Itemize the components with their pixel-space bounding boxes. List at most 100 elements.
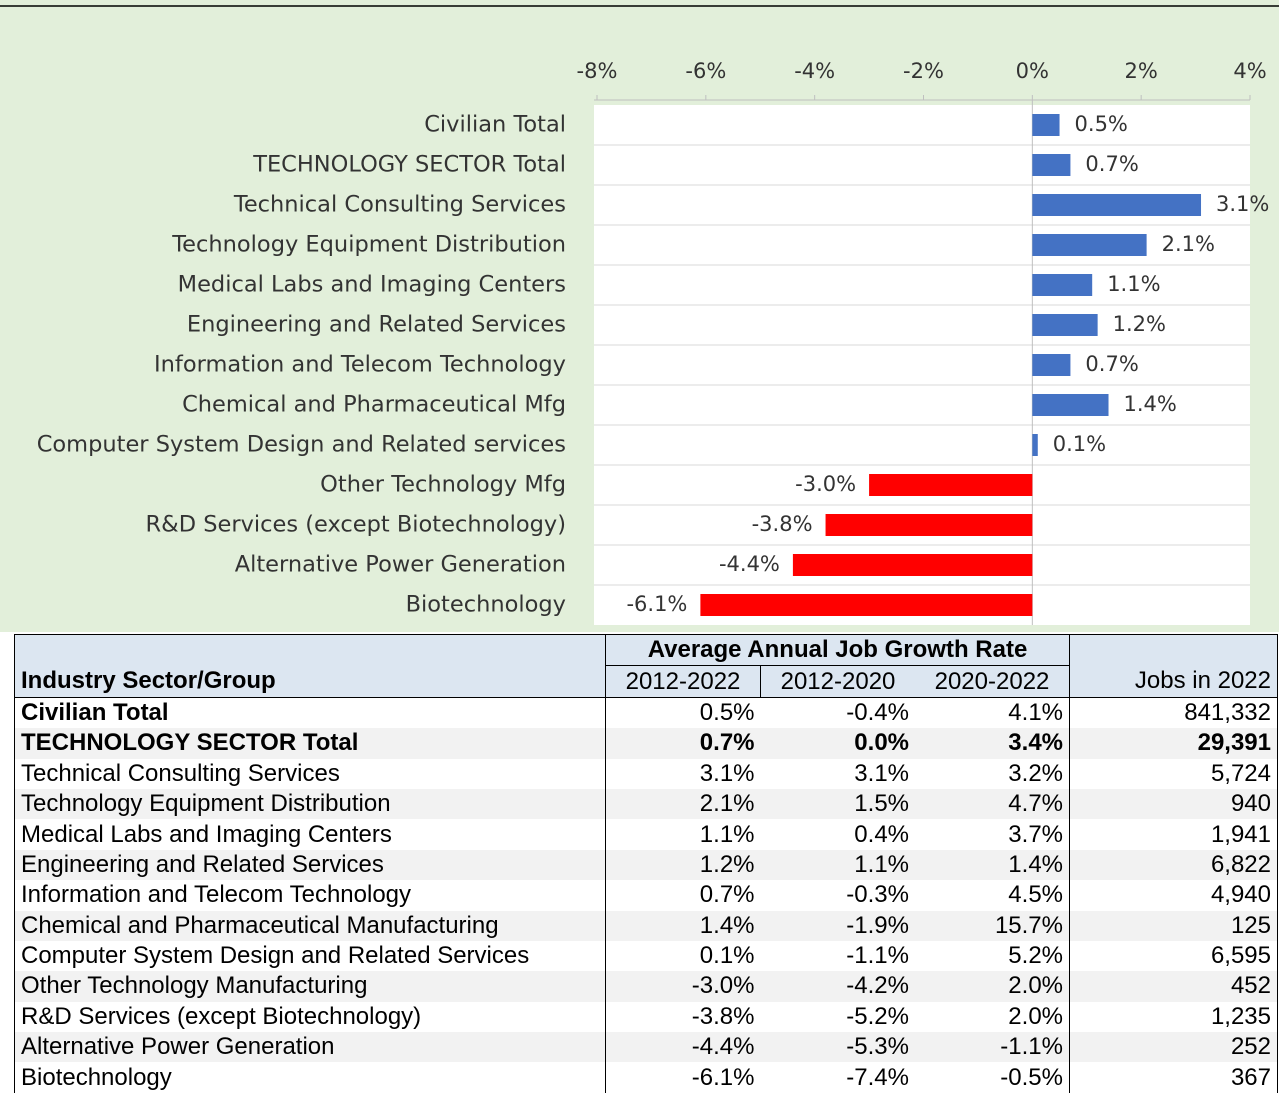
table-cell: 5.2% [1008,942,1063,970]
row-label: TECHNOLOGY SECTOR Total [14,728,606,759]
value-label: -3.0% [795,472,856,496]
row-label: Chemical and Pharmaceutical Manufacturin… [14,910,606,941]
table-cell: -7.4% [846,1063,909,1091]
table-cell: 0.7% [605,728,761,759]
table-cell: 6,822 [1069,849,1278,881]
category-label: Computer System Design and Related servi… [37,432,566,458]
data-table: Average Annual Job Growth Rate Industry … [14,633,1278,1093]
table-cell: 5,724 [1069,758,1278,789]
table-cell: 4,940 [1069,880,1278,911]
value-label: -4.4% [719,552,780,576]
category-label: Biotechnology [406,592,566,618]
category-label: Chemical and Pharmaceutical Mfg [182,392,566,418]
column-header: 2020-2022 [915,665,1070,698]
value-label: -3.8% [752,512,813,536]
table-cell: -4.4% [605,1032,761,1063]
table-cell: 1.1% [760,849,915,881]
table-cell: 0.7% [605,880,761,911]
row-label: Alternative Power Generation [14,1032,606,1063]
bar [1032,114,1060,136]
category-label: Technical Consulting Services [233,192,566,218]
table-cell: -0.5% [1000,1063,1063,1091]
table-row: Computer System Design and Related Servi… [14,940,1278,972]
row-label: Engineering and Related Services [14,849,606,881]
bar [1032,194,1202,216]
table-cell: 1.4% [605,910,761,941]
value-label: 1.2% [1113,312,1166,336]
chart: -8% -6% -4% -2% 0% 2% 4% Civilian Total 0.5% TECH… [0,0,1279,632]
table-body: Civilian Total 0.5% -0.4% 4.1% 841,332 TECHNO… [14,697,1278,1093]
table-cell: 452 [1069,971,1278,1002]
table-cell: -5.3% [760,1032,915,1063]
row-label: Information and Telecom Technology [14,880,606,911]
column-header: Industry Sector/Group [14,665,606,698]
x-tick-label: -8% [577,59,618,83]
table-cell: 940 [1069,788,1278,820]
header-row: Industry Sector/Group 2012-2022 2012-202… [14,665,1278,698]
table-row: Chemical and Pharmaceutical Manufacturin… [14,910,1278,941]
category-label: Medical Labs and Imaging Centers [178,272,566,298]
table-cell: 1,235 [1069,1001,1278,1033]
x-tick-label: 2% [1125,59,1158,83]
table-cell: -3.8% [605,1001,761,1033]
table-cell: 1.4% [915,849,1070,881]
bar [1032,274,1093,296]
category-label: TECHNOLOGY SECTOR Total [252,152,566,178]
table-row: Civilian Total 0.5% -0.4% 4.1% 841,332 [14,697,1278,729]
bar [1032,154,1071,176]
row-label: Civilian Total [14,697,606,729]
table-row: R&D Services (except Biotechnology) -3.8%… [14,1001,1278,1033]
category-label: Alternative Power Generation [235,552,566,578]
group-header: Average Annual Job Growth Rate [605,633,1070,666]
table-cell: 841,332 [1069,697,1278,729]
value-label: 0.5% [1075,112,1128,136]
table-row: Biotechnology -6.1% -7.4% -0.5% 367 [14,1062,1278,1093]
row-label: R&D Services (except Biotechnology) [14,1001,606,1033]
value-label: 3.1% [1216,192,1269,216]
x-tick-label: 0% [1016,59,1049,83]
table-cell: 0.5% [605,697,761,729]
row-label: Computer System Design and Related Servi… [14,940,606,972]
table-cell: -0.3% [846,881,909,909]
table-cell: -3.0% [605,971,761,1002]
plot-area [594,105,1250,625]
value-label: 0.7% [1085,352,1138,376]
category-label: Information and Telecom Technology [154,352,566,378]
bar [1032,434,1038,456]
value-label: -6.1% [626,592,687,616]
table-cell: 4.5% [1008,881,1063,909]
x-tick-label: -2% [903,59,944,83]
table-cell: 4.1% [1008,698,1063,726]
value-label: 0.1% [1053,432,1106,456]
value-label: 1.1% [1107,272,1160,296]
table-cell: 367 [1069,1062,1278,1093]
table-cell: 2.1% [605,788,761,820]
x-tick-label: -4% [794,59,835,83]
bar [1032,314,1098,336]
bar [700,594,1033,616]
table-cell: 0.4% [854,820,909,848]
row-label: Technology Equipment Distribution [14,788,606,820]
category-label: R&D Services (except Biotechnology) [146,512,566,538]
table-row: Engineering and Related Services 1.2% 1.1%… [14,849,1278,881]
table-cell: 15.7% [915,910,1070,941]
table-row: Other Technology Manufacturing -3.0% -4.2%… [14,971,1278,1002]
row-label: Biotechnology [14,1062,606,1093]
table-row: Alternative Power Generation -4.4% -5.3% -1… [14,1032,1278,1063]
value-label: 2.1% [1162,232,1215,256]
column-header: 2012-2020 [760,665,915,698]
value-label: 0.7% [1085,152,1138,176]
table-cell: 252 [1069,1032,1278,1063]
column-header: Jobs in 2022 [1069,665,1278,698]
x-tick-label: -6% [685,59,726,83]
table-cell: -6.1% [605,1062,761,1093]
table-cell: -1.1% [846,942,909,970]
table-row: Medical Labs and Imaging Centers 1.1% 0.4%… [14,819,1278,850]
bar [792,554,1033,576]
table-cell: 3.1% [605,758,761,789]
bar [825,514,1033,536]
table-cell: 0.1% [605,940,761,972]
table-cell: -4.2% [760,971,915,1002]
table-cell: -0.4% [846,698,909,726]
